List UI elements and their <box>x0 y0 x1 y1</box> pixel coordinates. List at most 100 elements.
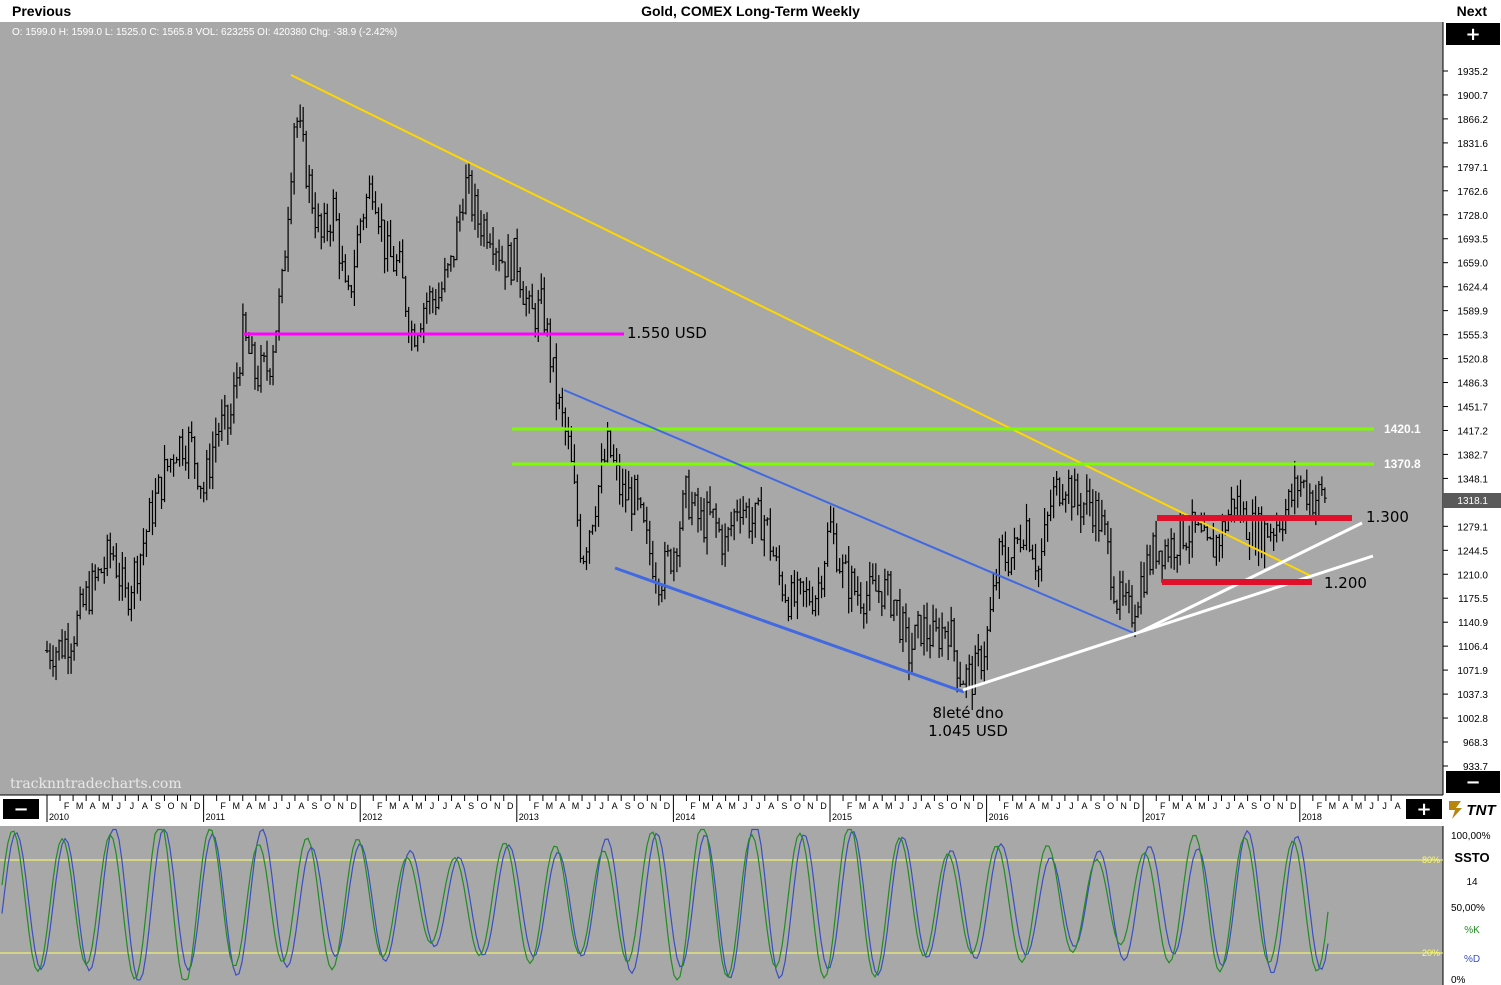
month-label: O <box>950 801 957 811</box>
price-tick-label: 1693.5 <box>1457 235 1488 246</box>
month-label: J <box>430 801 435 811</box>
stoch-k-line <box>1 828 1329 981</box>
stoch-20-label: 20% <box>1422 948 1440 958</box>
month-label: M <box>728 801 736 811</box>
label-1045-usd: 1.045 USD <box>928 722 1008 740</box>
month-label: A <box>142 801 148 811</box>
zoom-in-button[interactable]: + <box>1446 23 1500 45</box>
k-label: %K <box>1464 925 1480 936</box>
month-label: A <box>455 801 461 811</box>
year-label: 2015 <box>832 812 852 822</box>
month-label: J <box>1226 801 1231 811</box>
scroll-right-button[interactable]: + <box>1406 799 1442 820</box>
white-support-line-2 <box>1139 521 1363 634</box>
month-label: A <box>1238 801 1244 811</box>
month-label: F <box>1003 801 1009 811</box>
month-label: J <box>1069 801 1074 811</box>
price-tick-label: 1244.5 <box>1457 546 1488 557</box>
price-tick-label: 1279.1 <box>1457 522 1488 533</box>
bull-icon <box>1449 801 1462 819</box>
price-tick-label: 1140.9 <box>1458 618 1488 629</box>
label-8-year-bottom: 8leté dno <box>932 704 1003 722</box>
white-support-line-1 <box>962 630 1141 692</box>
stochastic-axis <box>1443 826 1501 985</box>
month-label: J <box>756 801 761 811</box>
price-tick-label: 1900.7 <box>1457 91 1488 102</box>
label-1200: 1.200 <box>1324 574 1367 592</box>
month-label: A <box>403 801 409 811</box>
ohlc-bar <box>1322 487 1327 503</box>
ssto-period: 14 <box>1466 877 1478 888</box>
month-label: N <box>1277 801 1284 811</box>
chart-title: Gold, COMEX Long-Term Weekly <box>641 3 860 19</box>
blue-channel-upper <box>563 389 1137 635</box>
month-label: O <box>324 801 331 811</box>
month-label: F <box>220 801 226 811</box>
price-tick-label: 1348.1 <box>1457 474 1488 485</box>
month-label: A <box>768 801 774 811</box>
month-label: M <box>572 801 580 811</box>
month-label: J <box>130 801 135 811</box>
month-label: J <box>1369 801 1374 811</box>
price-tick-label: 1210.0 <box>1457 570 1488 581</box>
scroll-left-button[interactable]: − <box>3 799 39 820</box>
month-label: F <box>64 801 70 811</box>
month-label: M <box>859 801 867 811</box>
year-label: 2017 <box>1145 812 1165 822</box>
year-label: 2010 <box>49 812 69 822</box>
month-label: O <box>481 801 488 811</box>
price-tick-label: 1037.3 <box>1457 690 1488 701</box>
label-1550-usd: 1.550 USD <box>627 324 707 342</box>
month-label: N <box>651 801 658 811</box>
price-tick-label: 1555.3 <box>1457 331 1488 342</box>
month-label: D <box>507 801 514 811</box>
year-label: 2013 <box>519 812 539 822</box>
tnt-logo-text: TNT <box>1466 802 1497 819</box>
next-button[interactable]: Next <box>1456 3 1487 19</box>
price-tick-label: 1382.7 <box>1457 450 1488 461</box>
month-label: N <box>1120 801 1127 811</box>
month-label: D <box>350 801 357 811</box>
month-label: F <box>690 801 696 811</box>
month-label: O <box>1264 801 1271 811</box>
price-tick-label: 1831.6 <box>1457 139 1488 150</box>
month-label: A <box>1081 801 1087 811</box>
month-label: M <box>232 801 240 811</box>
month-label: N <box>964 801 971 811</box>
month-label: J <box>743 801 748 811</box>
month-label: J <box>1213 801 1218 811</box>
month-label: D <box>1290 801 1297 811</box>
month-label: N <box>494 801 501 811</box>
month-label: J <box>443 801 448 811</box>
month-label: S <box>312 801 318 811</box>
last-price-box <box>1443 493 1501 508</box>
month-label: J <box>286 801 291 811</box>
price-axis-ticks: 1935.2 1900.7 1866.2 1831.6 1797.1 1762.6 1728… <box>1443 67 1488 773</box>
chart-canvas: 1935.2 1900.7 1866.2 1831.6 1797.1 1762.6 1728… <box>0 22 1501 985</box>
zoom-out-button[interactable]: − <box>1446 771 1500 793</box>
label-1370: 1370.8 <box>1384 457 1421 471</box>
month-label: M <box>259 801 267 811</box>
month-label: A <box>559 801 565 811</box>
month-label: M <box>1198 801 1206 811</box>
month-label: A <box>90 801 96 811</box>
price-tick-label: 1106.4 <box>1458 642 1488 653</box>
month-label: O <box>637 801 644 811</box>
price-tick-label: 1486.3 <box>1457 379 1488 390</box>
white-support-line-3 <box>1139 554 1374 634</box>
scroll-left-icon: − <box>13 799 28 820</box>
month-label: S <box>781 801 787 811</box>
price-tick-label: 1589.9 <box>1457 307 1488 318</box>
label-1300: 1.300 <box>1366 508 1409 526</box>
month-label: D <box>194 801 201 811</box>
month-label: D <box>1133 801 1140 811</box>
watermark: tracknntradecharts.com <box>10 776 182 792</box>
price-panel-bg <box>0 22 1443 795</box>
stoch-80-label: 80% <box>1422 855 1440 865</box>
month-label: F <box>534 801 540 811</box>
month-label: D <box>820 801 827 811</box>
month-label: M <box>702 801 710 811</box>
previous-button[interactable]: Previous <box>12 3 72 19</box>
price-tick-label: 1935.2 <box>1457 67 1488 78</box>
